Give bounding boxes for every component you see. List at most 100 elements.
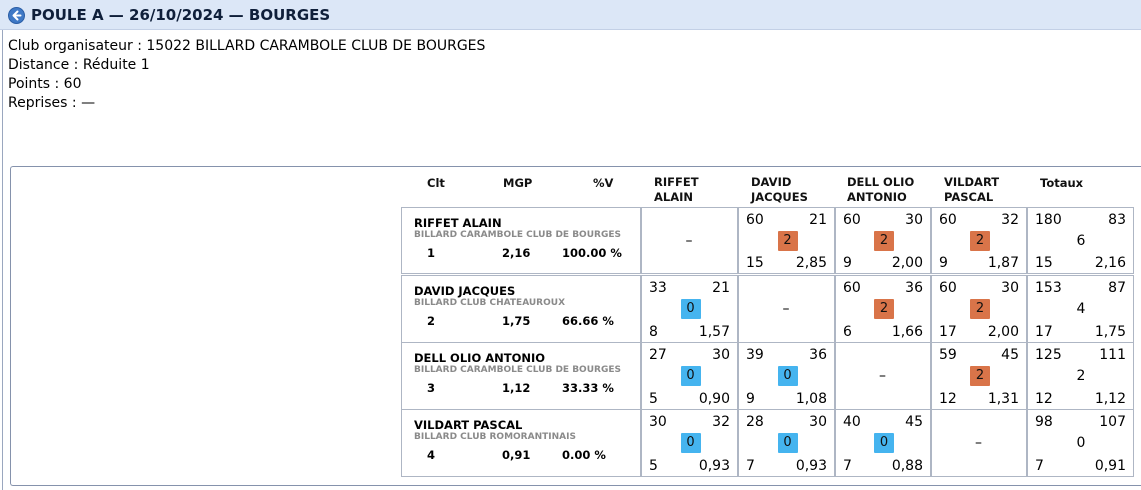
innings-count: 5: [649, 391, 658, 407]
points-scored: 60: [939, 280, 957, 296]
player-win-pct: 0.00 %: [562, 448, 606, 462]
points-against: 32: [712, 414, 730, 430]
points-against: 30: [905, 212, 923, 228]
totals-cell: 153 87 4 17 1,75: [1027, 275, 1134, 343]
match-cell: 33 21 0 8 1,57: [641, 275, 738, 343]
points-scored: 39: [746, 347, 764, 363]
average-value: 1,08: [795, 391, 827, 407]
totals-cell: 98 107 0 7 0,91: [1027, 409, 1134, 477]
points-scored: 60: [939, 212, 957, 228]
innings-count: 12: [939, 391, 957, 407]
match-cell: 28 30 0 7 0,93: [738, 409, 835, 477]
match-points-badge: 0: [680, 433, 701, 453]
content-frame: [2, 30, 1141, 490]
header-player-4: VILDART PASCAL: [944, 175, 1000, 204]
header-pct: %V: [593, 176, 614, 190]
points-against: 36: [905, 280, 923, 296]
average-value: 1,87: [987, 255, 1019, 271]
back-arrow-icon[interactable]: [8, 7, 25, 24]
distance-info: Distance : Réduite 1: [8, 57, 150, 73]
player-name: VILDART PASCAL: [414, 418, 523, 432]
match-points-total: 4: [1076, 301, 1086, 317]
player-cell: RIFFET ALAIN BILLARD CARAMBOLE CLUB DE BO…: [401, 207, 641, 274]
match-cell: 60 36 2 6 1,66: [835, 275, 931, 343]
header-totals: Totaux: [1040, 176, 1084, 190]
average-value: 0,93: [698, 458, 730, 474]
average-value: 1,31: [987, 391, 1019, 407]
player-name: DELL OLIO ANTONIO: [414, 351, 546, 365]
points-info: Points : 60: [8, 76, 82, 92]
player-mgp: 1,75: [502, 314, 531, 328]
points-against: 21: [809, 212, 827, 228]
match-cell: –: [835, 342, 931, 410]
innings-count: 5: [649, 458, 658, 474]
match-points-badge: 0: [680, 366, 701, 386]
points-scored: 40: [843, 414, 861, 430]
player-mgp: 0,91: [502, 448, 531, 462]
reprises-info: Reprises : —: [8, 95, 96, 111]
points-scored: 28: [746, 414, 764, 430]
match-points-total: 0: [1076, 435, 1086, 451]
player-club: BILLARD CARAMBOLE CLUB DE BOURGES: [414, 365, 621, 375]
self-match-dash: –: [975, 435, 982, 451]
totals-cell: 180 83 6 15 2,16: [1027, 207, 1134, 274]
points-scored: 27: [649, 347, 667, 363]
innings-count: 15: [1035, 255, 1053, 271]
match-points-badge: 0: [777, 366, 798, 386]
match-cell: –: [738, 275, 835, 343]
header-player-3: DELL OLIO ANTONIO: [847, 175, 915, 204]
points-scored: 180: [1035, 212, 1062, 228]
points-scored: 125: [1035, 347, 1062, 363]
match-cell: 40 45 0 7 0,88: [835, 409, 931, 477]
match-points-total: 2: [1076, 368, 1086, 384]
player-rank: 2: [427, 314, 436, 328]
innings-count: 12: [1035, 391, 1053, 407]
innings-count: 9: [939, 255, 948, 271]
average-value: 1,66: [891, 324, 923, 340]
player-name: DAVID JACQUES: [414, 284, 516, 298]
header-mgp: MGP: [503, 176, 533, 190]
points-scored: 60: [746, 212, 764, 228]
average-value: 2,00: [891, 255, 923, 271]
innings-count: 8: [649, 324, 658, 340]
points-scored: 60: [843, 212, 861, 228]
innings-count: 9: [843, 255, 852, 271]
self-match-dash: –: [782, 301, 790, 317]
points-against: 111: [1099, 347, 1126, 363]
totals-cell: 125 111 2 12 1,12: [1027, 342, 1134, 410]
player-win-pct: 100.00 %: [562, 246, 622, 260]
player-cell: VILDART PASCAL BILLARD CLUB ROMORANTINAIS…: [401, 409, 641, 477]
match-points-badge: 2: [874, 231, 894, 251]
header-player-2: DAVID JACQUES: [751, 175, 808, 204]
points-against: 30: [809, 414, 827, 430]
innings-count: 6: [843, 324, 852, 340]
match-points-badge: 2: [970, 366, 990, 386]
match-points-total: 6: [1076, 233, 1086, 249]
page-header: POULE A — 26/10/2024 — BOURGES: [0, 0, 1141, 30]
player-cell: DAVID JACQUES BILLARD CLUB CHATEAUROUX 2 1,…: [401, 275, 641, 343]
points-against: 21: [712, 280, 730, 296]
points-scored: 98: [1035, 414, 1053, 430]
average-value: 1,57: [698, 324, 730, 340]
points-against: 45: [905, 414, 923, 430]
match-points-badge: 2: [777, 231, 798, 251]
match-cell: 60 30 2 17 2,00: [931, 275, 1027, 343]
header-player-1: RIFFET ALAIN: [654, 175, 699, 204]
points-scored: 59: [939, 347, 957, 363]
points-against: 30: [1001, 280, 1019, 296]
player-win-pct: 66.66 %: [562, 314, 614, 328]
match-points-badge: 0: [874, 433, 894, 453]
points-scored: 30: [649, 414, 667, 430]
points-scored: 60: [843, 280, 861, 296]
match-points-badge: 0: [777, 433, 798, 453]
innings-count: 7: [843, 458, 852, 474]
player-rank: 4: [427, 448, 436, 462]
player-cell: DELL OLIO ANTONIO BILLARD CARAMBOLE CLUB …: [401, 342, 641, 410]
match-cell: –: [641, 207, 738, 274]
self-match-dash: –: [879, 368, 886, 384]
average-value: 2,16: [1094, 255, 1126, 271]
player-name: RIFFET ALAIN: [414, 216, 502, 230]
innings-count: 7: [746, 458, 755, 474]
match-cell: 60 30 2 9 2,00: [835, 207, 931, 274]
points-against: 30: [712, 347, 730, 363]
